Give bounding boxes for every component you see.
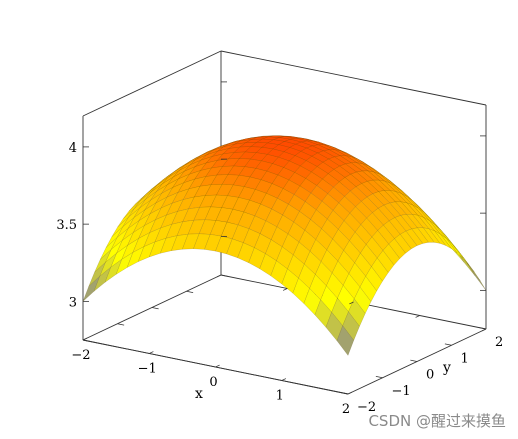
surface-facet — [388, 238, 406, 259]
x-tick-mark-back — [216, 274, 222, 278]
y-axis-label: y — [442, 360, 451, 376]
surface-facet — [405, 228, 424, 246]
surface-facet — [422, 227, 441, 244]
y-tick-mark-back — [151, 307, 159, 310]
y-tick-mark-back — [186, 290, 194, 293]
surface-facet — [348, 298, 366, 327]
x-tick-mark — [347, 391, 353, 395]
x-tick-label: 0 — [209, 375, 217, 390]
surface-facet — [353, 286, 372, 314]
y-tick-mark-back — [220, 274, 228, 277]
surface-facet — [382, 243, 401, 266]
x-tick-label: −2 — [71, 348, 90, 363]
y-tick-label: −2 — [357, 400, 376, 415]
surface-facet — [428, 228, 447, 247]
y-tick-mark-back — [82, 339, 90, 342]
y-tick-label: 0 — [426, 368, 434, 383]
box-edge-top-left — [82, 50, 222, 117]
y-tick-label: −1 — [392, 384, 411, 399]
y-tick-mark — [341, 392, 349, 395]
surface-facet — [399, 230, 418, 250]
z-tick-label: 3 — [69, 295, 77, 310]
x-tick-mark-back — [481, 328, 487, 332]
y-tick-mark-back — [117, 323, 125, 326]
x-tick-mark-back — [282, 288, 288, 291]
y-tick-mark — [479, 327, 487, 330]
surface-facet — [416, 227, 435, 243]
surface-facet — [336, 325, 355, 356]
y-tick-label: 2 — [495, 335, 503, 350]
x-tick-mark — [215, 364, 220, 368]
surface-facet — [365, 266, 383, 292]
surface-facet — [376, 250, 395, 274]
surface-facet — [457, 249, 475, 273]
y-tick-mark — [410, 359, 418, 362]
y-tick-mark — [375, 376, 383, 379]
y-tick-mark — [444, 343, 452, 346]
box-edge-top-back — [220, 50, 487, 106]
surface-facet — [411, 227, 429, 244]
x-tick-mark-back — [349, 301, 354, 305]
surface-mesh — [82, 135, 487, 356]
x-tick-label: −1 — [138, 362, 157, 377]
surface-facet — [451, 243, 469, 265]
x-tick-mark-back — [415, 315, 420, 318]
surface-facet — [394, 233, 412, 254]
x-tick-mark — [281, 378, 287, 381]
y-tick-label: 1 — [461, 351, 469, 366]
x-tick-mark — [149, 351, 154, 354]
z-tick-label: 3.5 — [56, 218, 77, 233]
surface-facet — [434, 230, 452, 249]
x-axis-label: x — [195, 386, 203, 402]
surface-facet — [371, 257, 389, 282]
x-tick-label: 1 — [276, 389, 284, 404]
watermark-text: CSDN @醒过来摸鱼 — [368, 412, 506, 430]
x-tick-label: 2 — [342, 402, 350, 417]
x-tick-mark — [82, 337, 88, 341]
axis-ticks: −2 −1 0 1 2 −2 −1 0 1 2 3 3.5 4 — [56, 81, 503, 417]
surface-facet — [359, 275, 378, 303]
surface-facet — [440, 233, 458, 254]
surface-facet — [446, 238, 464, 259]
surface-facet — [342, 311, 360, 341]
z-tick-label: 4 — [69, 141, 77, 156]
